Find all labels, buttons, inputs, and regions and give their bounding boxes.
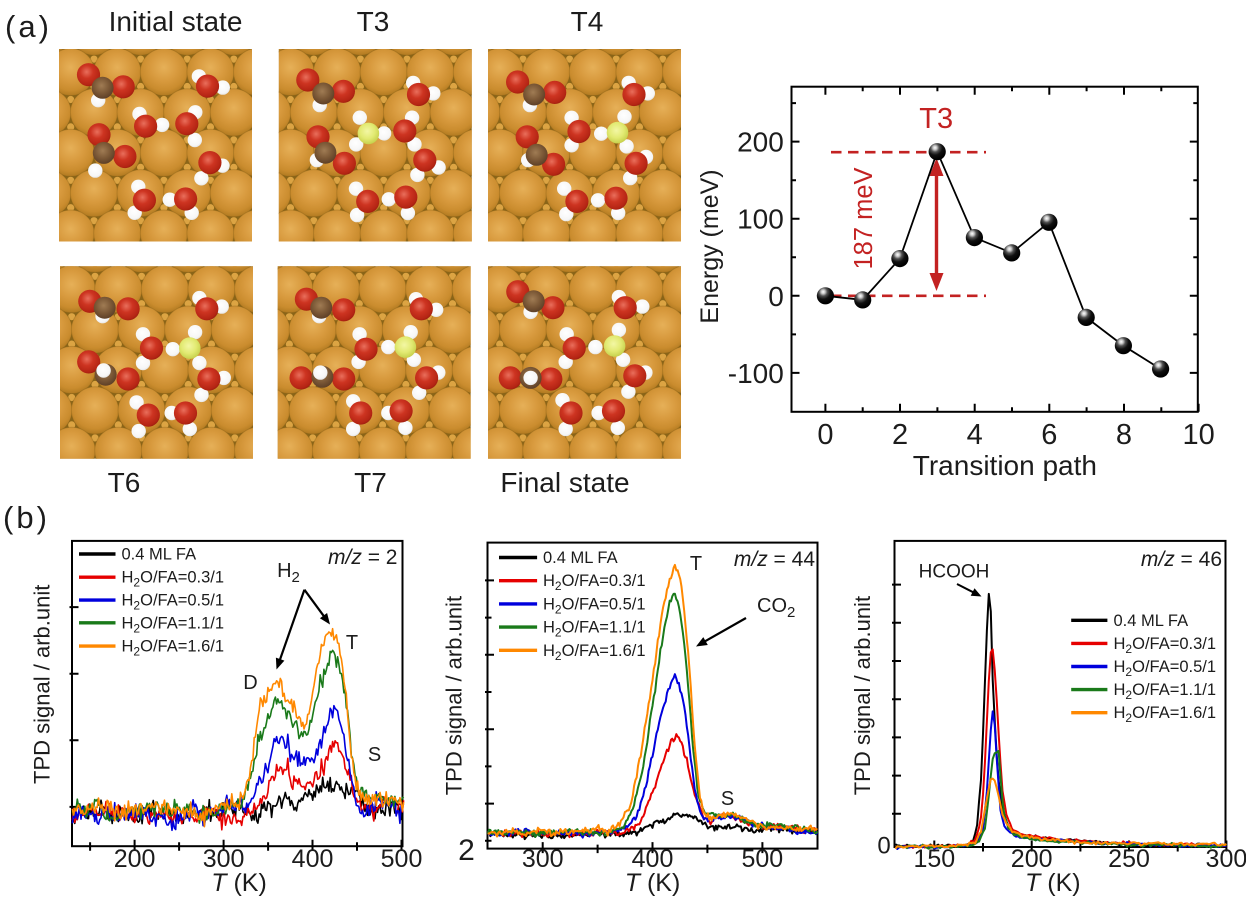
svg-text:H2O/FA=0.3/1: H2O/FA=0.3/1 (1114, 635, 1217, 656)
svg-text:H2O/FA=0.3/1: H2O/FA=0.3/1 (122, 569, 225, 590)
svg-text:D: D (243, 672, 257, 694)
svg-text:(a): (a) (5, 9, 52, 44)
svg-text:6: 6 (1041, 419, 1057, 451)
svg-text:2: 2 (458, 834, 475, 867)
svg-text:300: 300 (1206, 845, 1246, 873)
svg-text:Energy (meV): Energy (meV) (696, 169, 724, 323)
svg-text:T (K): T (K) (1025, 869, 1081, 897)
svg-text:2: 2 (892, 419, 908, 451)
svg-text:0: 0 (817, 419, 833, 451)
svg-text:Initial state: Initial state (109, 6, 243, 37)
svg-text:S: S (368, 744, 381, 766)
svg-text:4: 4 (967, 419, 983, 451)
svg-text:HCOOH: HCOOH (919, 562, 990, 583)
svg-text:500: 500 (381, 845, 423, 873)
svg-text:S: S (721, 788, 734, 810)
svg-text:H2O/FA=0.5/1: H2O/FA=0.5/1 (543, 595, 646, 616)
svg-text:200: 200 (737, 127, 784, 158)
svg-text:100: 100 (737, 204, 784, 235)
svg-text:m/z = 2: m/z = 2 (328, 546, 397, 569)
svg-text:187 meV: 187 meV (850, 167, 878, 269)
svg-text:H2O/FA=0.3/1: H2O/FA=0.3/1 (543, 572, 646, 593)
svg-text:150: 150 (913, 845, 955, 873)
svg-text:m/z = 46: m/z = 46 (1141, 548, 1222, 571)
svg-text:200: 200 (114, 845, 156, 873)
svg-text:T (K): T (K) (625, 869, 681, 897)
svg-text:400: 400 (292, 845, 334, 873)
svg-text:10: 10 (1182, 419, 1214, 451)
svg-text:400: 400 (632, 845, 674, 873)
svg-text:0.4 ML FA: 0.4 ML FA (122, 546, 197, 564)
svg-text:T7: T7 (354, 467, 387, 498)
svg-text:H2O/FA=1.1/1: H2O/FA=1.1/1 (1114, 681, 1217, 702)
svg-text:500: 500 (742, 845, 784, 873)
svg-text:H2O/FA=1.6/1: H2O/FA=1.6/1 (122, 638, 225, 659)
svg-text:(b): (b) (3, 500, 50, 535)
svg-text:300: 300 (203, 845, 245, 873)
svg-text:T (K): T (K) (211, 869, 267, 897)
svg-text:H2O/FA=0.5/1: H2O/FA=0.5/1 (1114, 658, 1217, 679)
svg-text:H2O/FA=1.6/1: H2O/FA=1.6/1 (543, 642, 646, 663)
svg-text:T6: T6 (108, 467, 141, 498)
svg-text:H2O/FA=1.1/1: H2O/FA=1.1/1 (122, 614, 225, 635)
svg-text:-100: -100 (728, 358, 784, 389)
svg-text:m/z = 44: m/z = 44 (734, 548, 815, 571)
svg-text:0.4 ML FA: 0.4 ML FA (1114, 612, 1189, 630)
svg-text:TPD signal / arb.unit: TPD signal / arb.unit (442, 596, 467, 795)
svg-text:300: 300 (522, 845, 564, 873)
svg-text:0: 0 (768, 281, 784, 312)
svg-text:H2O/FA=1.6/1: H2O/FA=1.6/1 (1114, 704, 1217, 725)
svg-text:T3: T3 (357, 6, 390, 37)
svg-text:0: 0 (877, 833, 890, 860)
svg-text:200: 200 (1011, 845, 1053, 873)
svg-text:TPD signal / arb.unit: TPD signal / arb.unit (850, 596, 875, 795)
svg-text:T4: T4 (571, 6, 604, 37)
svg-text:Transition path: Transition path (913, 450, 1097, 481)
svg-text:H2O/FA=0.5/1: H2O/FA=0.5/1 (122, 592, 225, 613)
svg-text:TPD signal / arb.unit: TPD signal / arb.unit (30, 585, 55, 784)
svg-text:0.4 ML FA: 0.4 ML FA (543, 549, 618, 567)
svg-text:Final state: Final state (500, 467, 629, 498)
svg-text:T3: T3 (919, 103, 953, 135)
svg-text:250: 250 (1108, 845, 1150, 873)
svg-text:8: 8 (1116, 419, 1132, 451)
svg-text:T: T (346, 632, 358, 654)
svg-text:T: T (690, 553, 702, 575)
svg-text:H2O/FA=1.1/1: H2O/FA=1.1/1 (543, 619, 646, 640)
